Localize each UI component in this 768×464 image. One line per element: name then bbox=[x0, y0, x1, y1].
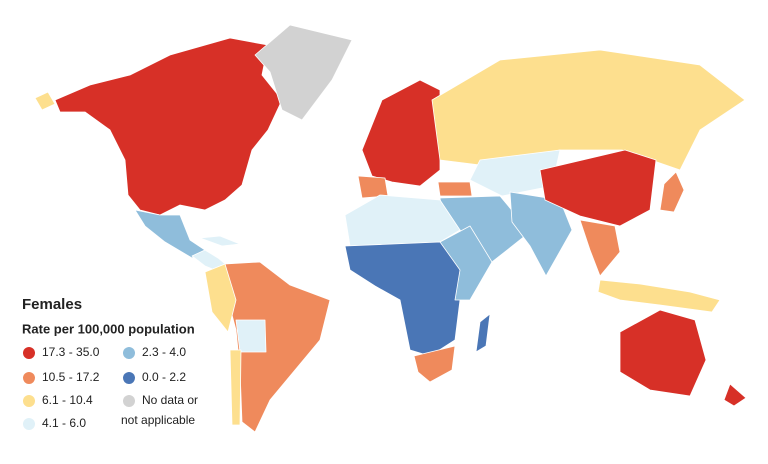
region bbox=[54, 37, 283, 216]
legend-label: 10.5 - 17.2 bbox=[42, 370, 100, 384]
region bbox=[475, 313, 491, 353]
region bbox=[659, 171, 685, 213]
region bbox=[413, 345, 456, 383]
legend-label: 4.1 - 6.0 bbox=[42, 416, 86, 430]
legend-swatch bbox=[123, 395, 135, 407]
legend-label: not applicable bbox=[121, 413, 195, 427]
region bbox=[235, 319, 267, 353]
region bbox=[34, 91, 56, 111]
legend-swatch bbox=[23, 347, 35, 359]
region bbox=[199, 235, 241, 247]
legend-swatch bbox=[23, 395, 35, 407]
region bbox=[469, 149, 561, 197]
region bbox=[344, 241, 471, 357]
region bbox=[254, 24, 353, 121]
legend-swatch bbox=[23, 372, 35, 384]
region bbox=[229, 349, 242, 426]
region bbox=[723, 383, 747, 407]
region bbox=[437, 181, 473, 197]
region bbox=[539, 149, 657, 227]
region bbox=[361, 79, 441, 187]
region bbox=[619, 309, 707, 397]
region bbox=[224, 261, 331, 433]
legend-label: No data or bbox=[142, 393, 198, 407]
legend-label: 6.1 - 10.4 bbox=[42, 393, 93, 407]
countries bbox=[34, 24, 747, 433]
region bbox=[439, 225, 493, 301]
legend-swatch bbox=[123, 372, 135, 384]
region bbox=[579, 219, 621, 277]
region bbox=[134, 209, 206, 259]
legend: Females Rate per 100,000 population 17.3… bbox=[22, 296, 198, 430]
region bbox=[431, 49, 746, 171]
legend-title: Females bbox=[22, 296, 82, 313]
region bbox=[597, 279, 721, 313]
legend-swatch bbox=[23, 418, 35, 430]
legend-label: 2.3 - 4.0 bbox=[142, 345, 186, 359]
legend-subtitle: Rate per 100,000 population bbox=[22, 321, 195, 336]
legend-swatch bbox=[123, 347, 135, 359]
region bbox=[204, 263, 237, 333]
region bbox=[357, 175, 389, 199]
legend-label: 0.0 - 2.2 bbox=[142, 370, 186, 384]
legend-label: 17.3 - 35.0 bbox=[42, 345, 100, 359]
